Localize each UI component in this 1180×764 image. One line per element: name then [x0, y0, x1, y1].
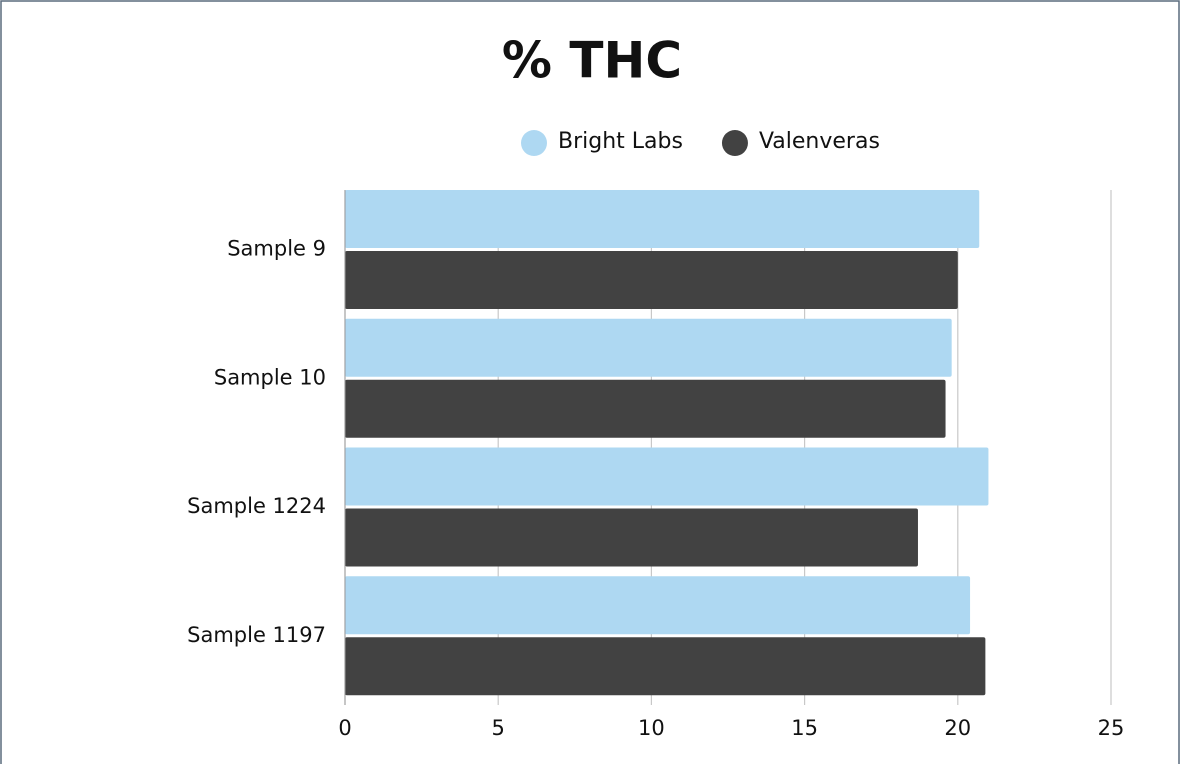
bar: [345, 447, 989, 506]
bar: [345, 637, 986, 696]
x-tick-label: 25: [1098, 716, 1125, 740]
x-tick-label: 15: [791, 716, 818, 740]
y-tick-label: Sample 1197: [187, 623, 326, 647]
bar: [345, 379, 946, 438]
legend-label: Bright Labs: [558, 129, 683, 154]
y-tick-label: Sample 1224: [187, 494, 326, 518]
chart-title: % THC: [502, 32, 682, 90]
legend-swatch: [721, 130, 748, 156]
legend-swatch: [521, 130, 547, 156]
bar: [345, 251, 958, 309]
x-tick-label: 5: [492, 716, 505, 740]
bar: [345, 190, 980, 248]
y-tick-label: Sample 9: [227, 237, 326, 261]
x-tick-label: 20: [944, 716, 971, 740]
y-tick-label: Sample 10: [214, 365, 326, 389]
bar: [345, 318, 952, 377]
x-tick-label: 0: [338, 716, 351, 740]
bar: [345, 576, 971, 635]
legend-label: Valenveras: [759, 129, 880, 154]
x-tick-label: 10: [638, 716, 665, 740]
bar: [345, 508, 918, 567]
